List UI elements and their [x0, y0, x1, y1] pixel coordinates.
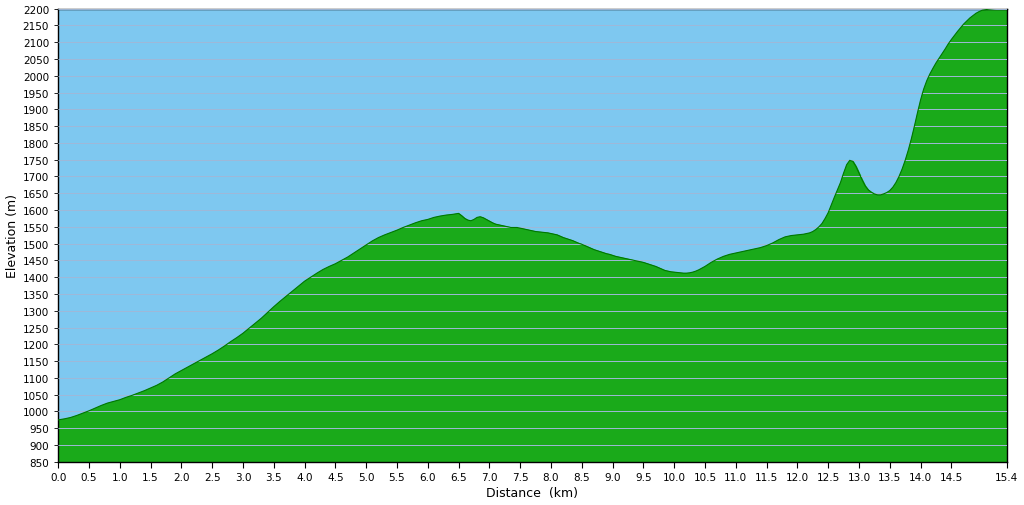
- Y-axis label: Elevation (m): Elevation (m): [5, 194, 18, 278]
- X-axis label: Distance  (km): Distance (km): [486, 486, 579, 499]
